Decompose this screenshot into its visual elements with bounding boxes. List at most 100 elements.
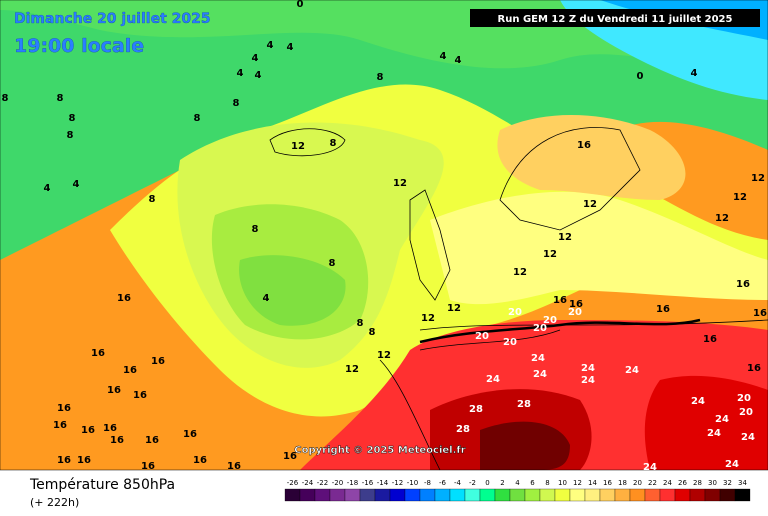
scale-swatch — [734, 488, 751, 502]
contour-label: 16 — [141, 461, 155, 472]
scale-label: 28 — [693, 479, 702, 487]
scale-label: -6 — [439, 479, 447, 487]
contour-label: 4 — [237, 68, 244, 79]
contour-label: 16 — [81, 425, 95, 436]
scale-label: -16 — [362, 479, 374, 487]
scale-swatch — [614, 488, 631, 502]
scale-label: 6 — [530, 479, 535, 487]
scale-swatch — [659, 488, 676, 502]
contour-label: 8 — [233, 98, 240, 109]
scale-label: 32 — [723, 479, 732, 487]
contour-label: 12 — [377, 350, 391, 361]
contour-label: 24 — [707, 428, 721, 439]
scale-label: -4 — [454, 479, 462, 487]
contour-label: 20 — [737, 393, 751, 404]
scale-label: -12 — [392, 479, 403, 487]
scale-swatch — [509, 488, 526, 502]
contour-label: 4 — [267, 40, 274, 51]
run-box — [470, 9, 760, 27]
scale-label: -8 — [424, 479, 431, 487]
contour-label: 8 — [329, 258, 336, 269]
scale-swatch — [329, 488, 346, 502]
scale-label: 12 — [573, 479, 582, 487]
contour-label: 8 — [252, 224, 259, 235]
contour-label: 8 — [377, 72, 384, 83]
color-scale: -26 -24 -22 -20 -18 -16 -14 -12 -10 -8 -6 -4 -2 0 2 4 6 8… — [284, 479, 751, 502]
contour-label: 8 — [149, 194, 156, 205]
scale-swatch — [359, 488, 376, 502]
scale-label: 14 — [588, 479, 597, 487]
field-red-east — [644, 375, 768, 470]
contour-label: 8 — [67, 130, 74, 141]
contour-label: 12 — [543, 249, 557, 260]
scale-swatch — [314, 488, 331, 502]
contour-label: 16 — [703, 334, 717, 345]
scale-swatch — [344, 488, 361, 502]
contour-label: 16 — [753, 308, 767, 319]
scale-swatch — [389, 488, 406, 502]
contour-label: 12 — [558, 232, 572, 243]
contour-label: 16 — [227, 461, 241, 472]
scale-label: -22 — [317, 479, 328, 487]
scale-swatch — [449, 488, 466, 502]
scale-swatch — [629, 488, 646, 502]
contour-label: 16 — [553, 295, 567, 306]
contour-label: 16 — [110, 435, 124, 446]
contour-label: 20 — [508, 307, 522, 318]
field-orange-north — [497, 115, 686, 200]
footer-title: Température 850hPa — [29, 477, 175, 493]
contour-label: 20 — [533, 323, 547, 334]
contour-label: 8 — [57, 93, 64, 104]
contour-label: 0 — [297, 0, 304, 10]
scale-label: 18 — [618, 479, 627, 487]
contour-label: 4 — [440, 51, 447, 62]
contour-label: 12 — [447, 303, 461, 314]
scale-label: 16 — [603, 479, 612, 487]
scale-swatch — [554, 488, 571, 502]
contour-label: 24 — [741, 432, 755, 443]
temperature-field — [0, 0, 768, 471]
scale-swatch — [479, 488, 496, 502]
contour-label: 4 — [252, 53, 259, 64]
scale-label: -20 — [332, 479, 343, 487]
scale-label: -18 — [347, 479, 358, 487]
scale-swatch — [419, 488, 436, 502]
scale-label: 8 — [545, 479, 549, 487]
contour-label: 16 — [57, 403, 71, 414]
contour-label: 16 — [53, 420, 67, 431]
contour-label: 4 — [255, 70, 262, 81]
scale-label: 34 — [738, 479, 747, 487]
contour-label: 4 — [455, 55, 462, 66]
contour-label: 16 — [117, 293, 131, 304]
field-paleyellow — [430, 191, 768, 305]
contour-label: 16 — [577, 140, 591, 151]
contour-label: 28 — [456, 424, 470, 435]
isotherm-20 — [419, 318, 701, 344]
contour-label: 28 — [517, 399, 531, 410]
scale-label: -24 — [302, 479, 314, 487]
contour-label: 24 — [643, 462, 657, 473]
scale-swatch — [584, 488, 601, 502]
contour-label: 8 — [369, 327, 376, 338]
scale-swatch — [644, 488, 661, 502]
footer-lead: (+ 222h) — [30, 496, 79, 509]
contour-label: 4 — [44, 183, 51, 194]
scale-swatch — [494, 488, 511, 502]
contour-labels: 04 444 44 444 440888888888888812121212121212… — [2, 0, 767, 473]
scale-swatch — [464, 488, 481, 502]
scale-label: 22 — [648, 479, 657, 487]
run-label: Run GEM 12 Z du Vendredi 11 juillet 2025 — [498, 14, 733, 25]
contour-label: 24 — [581, 375, 595, 386]
contour-label: 24 — [715, 414, 729, 425]
scale-label: -2 — [469, 479, 476, 487]
contour-label: 16 — [145, 435, 159, 446]
scale-swatch — [284, 488, 301, 502]
contour-label: 16 — [57, 455, 71, 466]
contour-label: 12 — [513, 267, 527, 278]
scale-label: 4 — [515, 479, 520, 487]
scale-label: 24 — [663, 479, 672, 487]
contour-label: 16 — [747, 363, 761, 374]
contour-label: 24 — [725, 459, 739, 470]
copyright: Copyright © 2025 Meteociel.fr — [294, 445, 465, 456]
contour-label: 16 — [283, 451, 297, 462]
